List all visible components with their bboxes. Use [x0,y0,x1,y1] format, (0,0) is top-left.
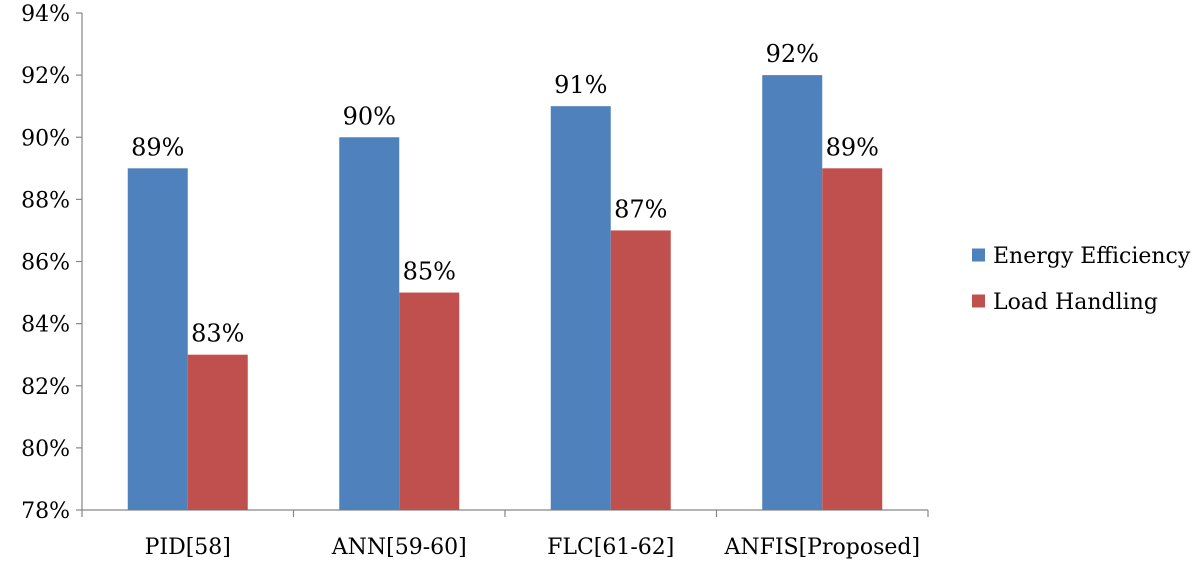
bar [339,137,400,510]
legend-swatch [972,294,985,308]
x-tick-label: FLC[61-62] [547,535,674,560]
x-tick-label: PID[58] [145,535,231,560]
y-tick-label: 80% [21,437,70,462]
y-tick-label: 78% [21,499,70,524]
data-labels: 89% 90% 91% 92% 83% 85% 87% 89% [131,40,879,348]
y-tick-label: 94% [21,2,70,27]
bar [610,230,671,510]
y-tick-label: 86% [21,251,70,276]
data-label: 90% [343,102,396,130]
bar [187,354,248,510]
data-label: 92% [766,40,819,68]
y-tick-label: 92% [21,64,70,89]
data-label: 89% [131,133,184,161]
data-label: 87% [614,195,667,223]
y-tick-label: 88% [21,188,70,213]
legend-swatch [972,248,985,262]
bar [127,168,188,510]
axes: 78% 80% 82% 84% 86% 88% 90% 92% 94% PID[58] ANN[59… [21,2,929,560]
y-tick-label: 82% [21,375,70,400]
data-label: 89% [826,133,879,161]
bar [399,292,460,510]
legend-entry: Load Handling [993,290,1158,315]
bars [127,75,883,510]
y-tick-label: 90% [21,126,70,151]
legend: Energy Efficiency Load Handling [972,244,1191,315]
bar [762,75,823,510]
y-tick-label: 84% [21,313,70,338]
data-label: 85% [403,258,456,286]
bar [550,106,611,510]
legend-entry: Energy Efficiency [993,244,1191,269]
data-label: 83% [191,320,244,348]
bar [822,168,883,510]
data-label: 91% [554,71,607,99]
x-tick-label: ANFIS[Proposed] [723,535,920,560]
x-tick-label: ANN[59-60] [331,535,467,560]
